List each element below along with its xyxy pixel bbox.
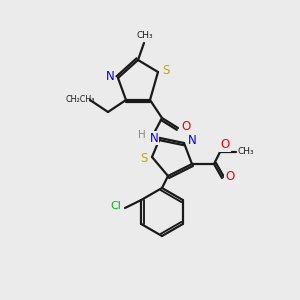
Text: S: S <box>162 64 170 76</box>
Text: Cl: Cl <box>111 201 122 211</box>
Text: N: N <box>106 70 114 83</box>
Text: H: H <box>138 130 146 140</box>
Text: O: O <box>182 121 190 134</box>
Text: CH₃: CH₃ <box>238 146 254 155</box>
Text: O: O <box>220 139 230 152</box>
Text: CH₂CH₃: CH₂CH₃ <box>65 95 95 104</box>
Text: O: O <box>225 170 235 184</box>
Text: S: S <box>140 152 148 166</box>
Text: CH₃: CH₃ <box>137 32 153 40</box>
Text: N: N <box>150 131 158 145</box>
Text: N: N <box>188 134 196 148</box>
